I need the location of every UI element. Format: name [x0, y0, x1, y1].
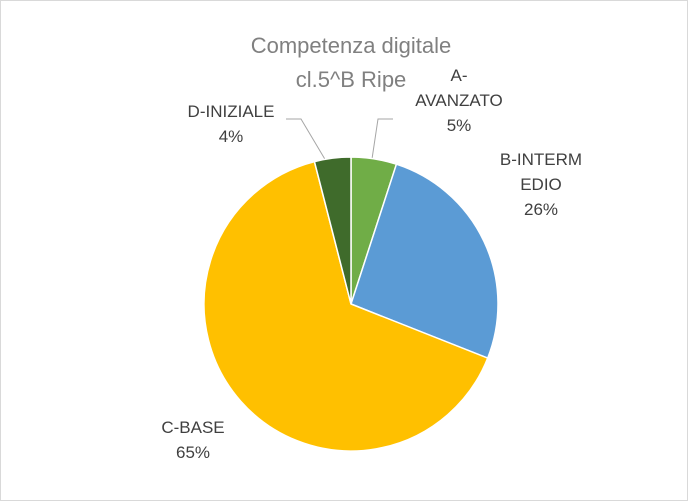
pie-slice [203, 160, 489, 452]
data-label: A-AVANZATO 5% [409, 63, 509, 138]
category-label: C-BASE [161, 418, 225, 437]
value-label: 4% [218, 127, 244, 146]
leader-line [371, 118, 393, 160]
category-label: B-INTERMEDIO [499, 150, 583, 194]
chart-title: Competenza digitale cl.5^B Ripe [250, 33, 452, 92]
value-label: 5% [446, 116, 472, 135]
data-label: C-BASE 65% [138, 415, 248, 465]
category-label: D-INIZIALE [187, 102, 275, 121]
pie-slice [350, 163, 499, 360]
pie-slice [313, 156, 352, 305]
data-label: B-INTERMEDIO 26% [495, 147, 587, 222]
data-label: D-INIZIALE 4% [171, 99, 291, 149]
leader-line [286, 118, 327, 162]
value-label: 26% [523, 200, 559, 219]
category-label: A-AVANZATO [415, 66, 503, 110]
value-label: 65% [175, 443, 211, 462]
